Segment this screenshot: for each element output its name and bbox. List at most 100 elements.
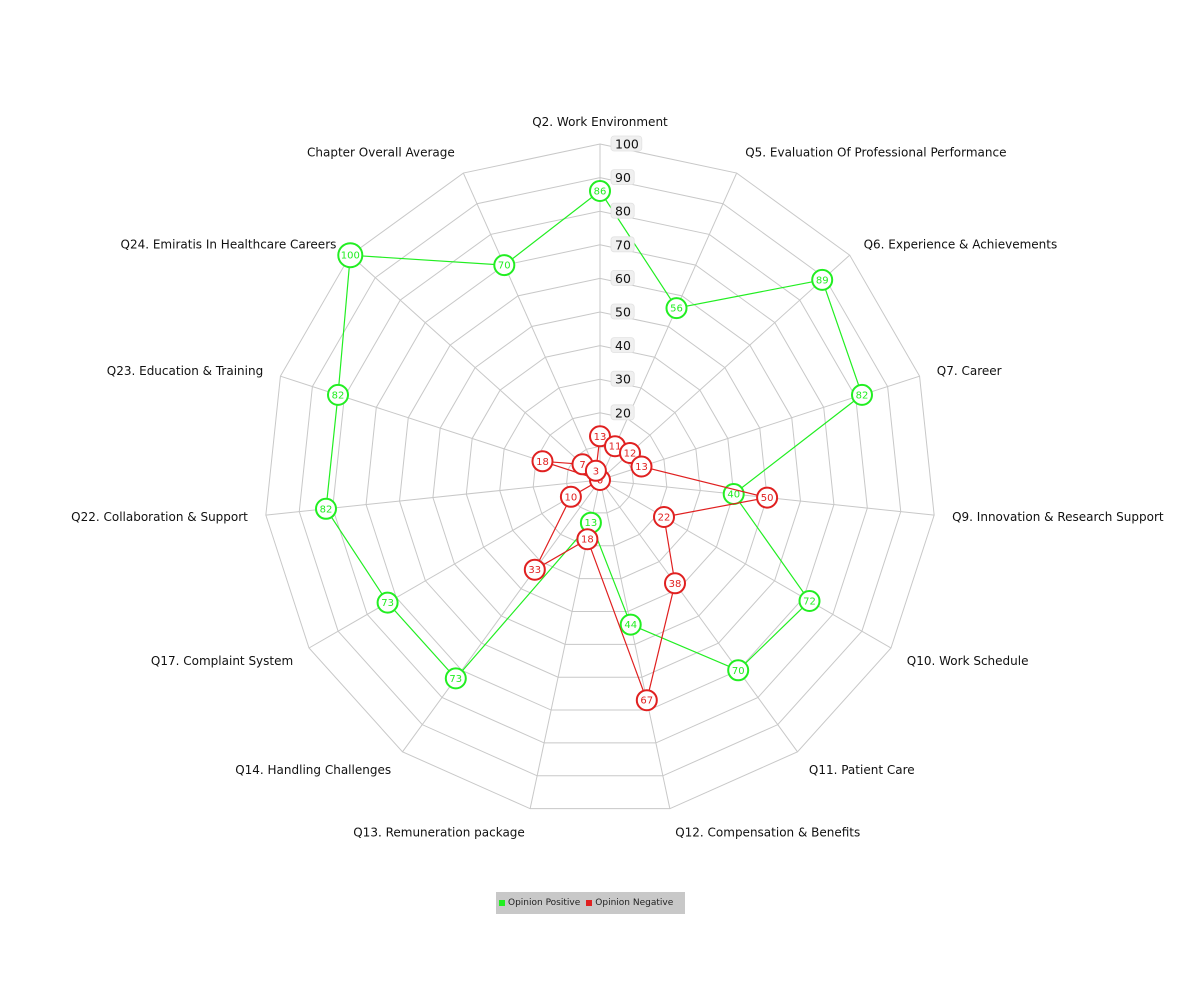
- series-layer: 8656898240727044137373828210070131112135…: [315, 180, 873, 712]
- data-label: 82: [856, 390, 869, 401]
- grid-spoke: [462, 172, 601, 481]
- data-point[interactable]: [576, 528, 599, 551]
- legend-label-positive: Opinion Positive: [508, 898, 581, 908]
- series-positive: 86 56 89 82 40 72 70 44 13 73 73 82 82 100 70: [315, 180, 873, 690]
- category-label: Q6. Experience & Achievements: [864, 238, 1058, 252]
- data-label: 67: [640, 696, 653, 707]
- data-label: 18: [581, 535, 594, 546]
- grid-ring: [265, 143, 935, 810]
- data-label: 72: [803, 597, 816, 608]
- data-point[interactable]: [315, 497, 337, 520]
- data-point[interactable]: [444, 667, 467, 690]
- data-label: 12: [624, 449, 637, 460]
- data-point[interactable]: [493, 254, 516, 277]
- data-label: 73: [381, 598, 394, 609]
- data-point[interactable]: [630, 455, 653, 478]
- category-label: Q13. Remuneration package: [353, 825, 525, 839]
- data-label: 86: [594, 187, 607, 198]
- data-point[interactable]: [523, 558, 546, 581]
- data-point[interactable]: [327, 383, 349, 406]
- legend-item-negative[interactable]: Opinion Negative: [586, 898, 673, 908]
- data-label: 82: [320, 504, 333, 515]
- data-label: 3: [593, 466, 599, 477]
- legend-label-negative: Opinion Negative: [595, 898, 674, 908]
- data-point[interactable]: [811, 268, 834, 291]
- tick-label: 70: [615, 237, 631, 252]
- data-label: 82: [332, 390, 345, 401]
- category-label: Q22. Collaboration & Support: [71, 510, 248, 524]
- tick-label: 90: [615, 170, 631, 185]
- data-point[interactable]: [619, 613, 642, 636]
- legend-item-positive[interactable]: Opinion Positive: [499, 898, 580, 908]
- grid-ring: [432, 311, 768, 645]
- tick-label-bg: [610, 135, 643, 152]
- data-label: 50: [761, 493, 774, 504]
- data-point[interactable]: [653, 506, 675, 528]
- data-label: 73: [449, 674, 462, 685]
- data-point[interactable]: [665, 297, 688, 320]
- grid-ring: [398, 277, 802, 678]
- data-label: 11: [609, 442, 622, 453]
- grid-ring: [365, 244, 835, 711]
- data-label: 70: [732, 666, 745, 677]
- data-point[interactable]: [851, 383, 873, 406]
- data-point[interactable]: [589, 180, 611, 202]
- data-point[interactable]: [664, 572, 686, 595]
- data-label: 38: [669, 579, 682, 590]
- tick-label-bg: [610, 269, 635, 286]
- grid-spoke: [599, 172, 738, 481]
- legend-swatch-negative: [586, 900, 593, 906]
- data-label: 56: [670, 304, 683, 315]
- tick-label-bg: [610, 303, 635, 320]
- data-point[interactable]: [635, 689, 658, 712]
- data-label: 13: [635, 462, 648, 473]
- data-point[interactable]: [756, 486, 779, 509]
- category-label: Q7. Career: [937, 364, 1002, 378]
- data-label: 18: [536, 457, 549, 468]
- grid-spoke: [599, 254, 851, 481]
- grid-spoke: [349, 254, 601, 481]
- data-point[interactable]: [559, 485, 582, 508]
- tick-label-bg: [610, 337, 635, 354]
- radial-tick-labels: 20 30 40 50 60 70 80 90 100: [610, 135, 643, 421]
- category-label: Q2. Work Environment: [532, 115, 668, 129]
- category-label: Q14. Handling Challenges: [235, 763, 391, 777]
- data-point[interactable]: [337, 242, 364, 269]
- category-labels: Q2. Work Environment Q5. Evaluation Of Pr…: [71, 115, 1164, 839]
- tick-label: 50: [615, 305, 631, 320]
- data-point[interactable]: [727, 659, 750, 682]
- grid-ring: [465, 345, 735, 612]
- series-line: [325, 190, 863, 680]
- data-label: 44: [624, 620, 637, 631]
- grid-spoke: [599, 479, 892, 649]
- tick-label: 40: [615, 338, 631, 353]
- grid-ring: [499, 378, 701, 580]
- legend-swatch-positive: [499, 900, 505, 906]
- series-negative: 131112135022386718331001873: [523, 425, 779, 712]
- tick-label-bg: [610, 370, 635, 387]
- category-label: Q9. Innovation & Research Support: [952, 510, 1164, 524]
- category-label: Q24. Emiratis In Healthcare Careers: [121, 238, 337, 252]
- data-label: 13: [594, 432, 607, 443]
- data-point[interactable]: [589, 425, 611, 448]
- data-label: 7: [579, 460, 585, 471]
- tick-label-bg: [610, 169, 635, 186]
- data-label: 89: [816, 275, 829, 286]
- data-point[interactable]: [376, 591, 399, 614]
- data-label: 22: [658, 513, 671, 524]
- data-point[interactable]: [584, 459, 607, 482]
- data-label: 70: [498, 261, 511, 272]
- data-point[interactable]: [531, 450, 554, 473]
- category-label: Q5. Evaluation Of Professional Performan…: [745, 145, 1006, 159]
- grid-spoke: [599, 479, 671, 809]
- category-label: Q11. Patient Care: [809, 763, 915, 777]
- data-point[interactable]: [798, 590, 821, 612]
- grid-spoke: [402, 479, 601, 753]
- tick-label-bg: [610, 404, 635, 421]
- category-label: Q17. Complaint System: [151, 654, 293, 668]
- tick-label: 30: [615, 372, 631, 387]
- grid-spoke: [308, 479, 601, 649]
- tick-label: 100: [615, 137, 639, 152]
- tick-label-bg: [610, 202, 635, 219]
- data-label: 40: [727, 490, 740, 501]
